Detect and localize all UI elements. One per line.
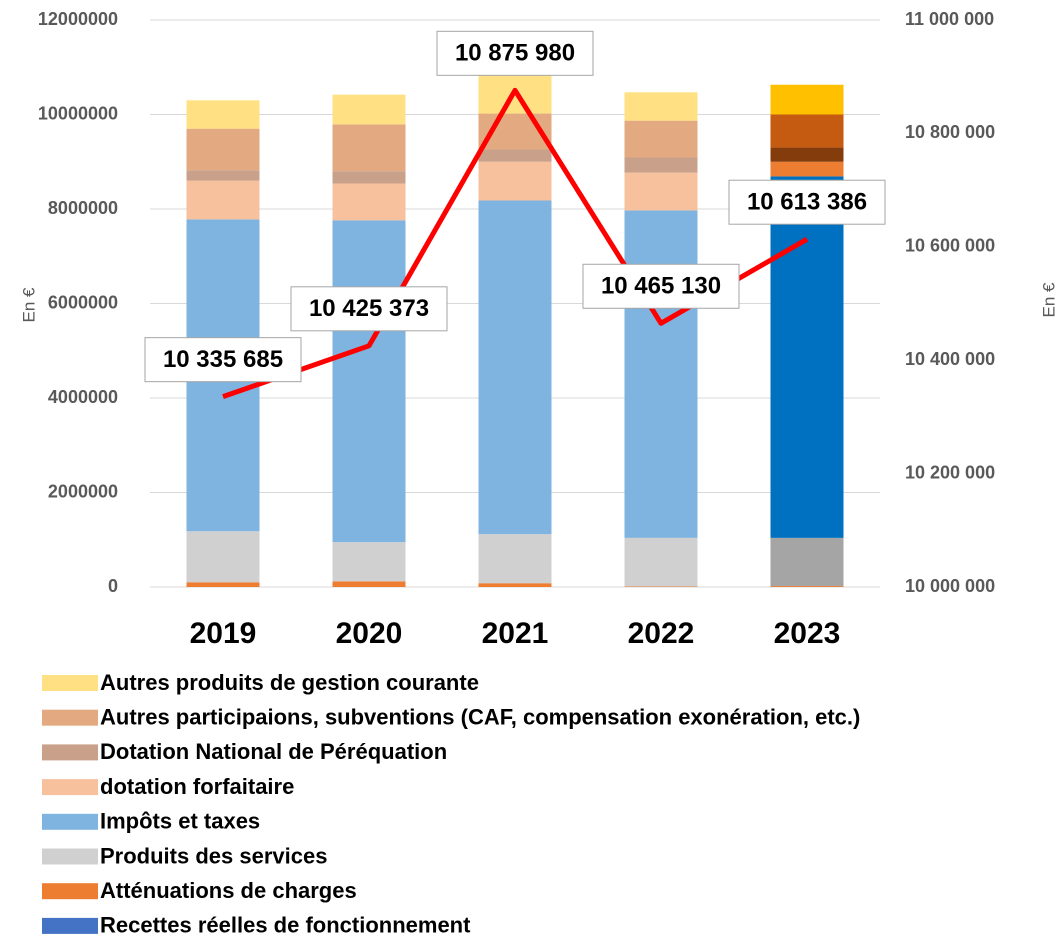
data-label-box [290, 286, 448, 332]
bar-segment [186, 180, 260, 220]
bar-segment [186, 582, 260, 587]
data-label-box [728, 179, 886, 225]
bar-segment [624, 157, 698, 173]
y-tick-label: 2000000 [48, 481, 118, 501]
y2-tick-label: 10 600 000 [905, 236, 995, 256]
legend-swatch [42, 848, 98, 865]
bar-segment [332, 220, 406, 543]
x-tick-label: 2023 [774, 617, 841, 650]
legend-swatch [42, 744, 98, 761]
bar-segment [770, 176, 844, 538]
bar-segment [478, 161, 552, 201]
data-label-box [436, 30, 594, 76]
data-label: 10 425 373 [309, 295, 429, 322]
y-tick-label: 10000000 [38, 103, 118, 123]
legend-label: Produits des services [100, 843, 327, 868]
data-label: 10 613 386 [747, 189, 867, 216]
y2-tick-label: 10 800 000 [905, 122, 995, 142]
bar-segment [478, 200, 552, 535]
y2-tick-label: 10 200 000 [905, 462, 995, 482]
legend-label: Recettes réelles de fonctionnement [100, 913, 471, 938]
legend-swatch [42, 709, 98, 726]
bar-segment [624, 537, 698, 587]
legend-label: Autres produits de gestion courante [100, 670, 479, 695]
bar-segment [770, 84, 844, 115]
bar-segment [332, 171, 406, 184]
legend-label: Atténuations de charges [100, 878, 357, 903]
bar-segment [332, 94, 406, 125]
bar-segment [332, 542, 406, 582]
bar-segment [332, 183, 406, 221]
legend-label: Dotation National de Péréquation [100, 739, 447, 764]
bar-segment [770, 161, 844, 177]
data-label: 10 335 685 [163, 346, 283, 373]
bar-segment [332, 124, 406, 172]
y-tick-label: 0 [108, 576, 118, 596]
data-label: 10 875 980 [455, 40, 575, 67]
x-tick-label: 2019 [190, 617, 257, 650]
legend-swatch [42, 883, 98, 900]
bar-segment [770, 114, 844, 148]
bar-segment [624, 210, 698, 538]
data-label-box [582, 263, 740, 309]
bar-segment [624, 172, 698, 211]
bar-segment [478, 534, 552, 584]
bar-segment [186, 531, 260, 583]
bar-segment [624, 120, 698, 158]
bar-segment [186, 128, 260, 171]
bar-segment [624, 92, 698, 121]
x-tick-label: 2020 [336, 617, 403, 650]
y-tick-label: 12000000 [38, 9, 118, 29]
legend-label: Impôts et taxes [100, 809, 260, 834]
y2-tick-label: 11 000 000 [905, 9, 994, 29]
bar-segment [186, 170, 260, 181]
data-label-box [144, 337, 302, 383]
legend-label: dotation forfaitaire [100, 774, 294, 799]
y-tick-label: 6000000 [48, 292, 118, 312]
legend-swatch [42, 917, 98, 934]
bar-segment [478, 583, 552, 587]
bar-segment [186, 100, 260, 129]
data-label: 10 465 130 [601, 273, 721, 300]
x-tick-label: 2022 [628, 617, 695, 650]
bar-segment [332, 581, 406, 587]
y2-axis-label: En € [1039, 282, 1058, 318]
bar-segment [770, 586, 844, 587]
y-tick-label: 4000000 [48, 387, 118, 407]
bar-segment [770, 537, 844, 587]
y2-tick-label: 10 400 000 [905, 349, 995, 369]
y-tick-label: 8000000 [48, 198, 118, 218]
legend-swatch [42, 779, 98, 796]
legend-swatch [42, 675, 98, 691]
y2-tick-label: 10 000 000 [905, 576, 995, 596]
x-tick-label: 2021 [482, 617, 549, 650]
y-axis-label: En € [19, 287, 38, 323]
bar-segment [478, 149, 552, 162]
legend-swatch [42, 813, 98, 830]
legend-label: Autres participaions, subventions (CAF, … [100, 705, 860, 730]
bar-segment [770, 147, 844, 162]
